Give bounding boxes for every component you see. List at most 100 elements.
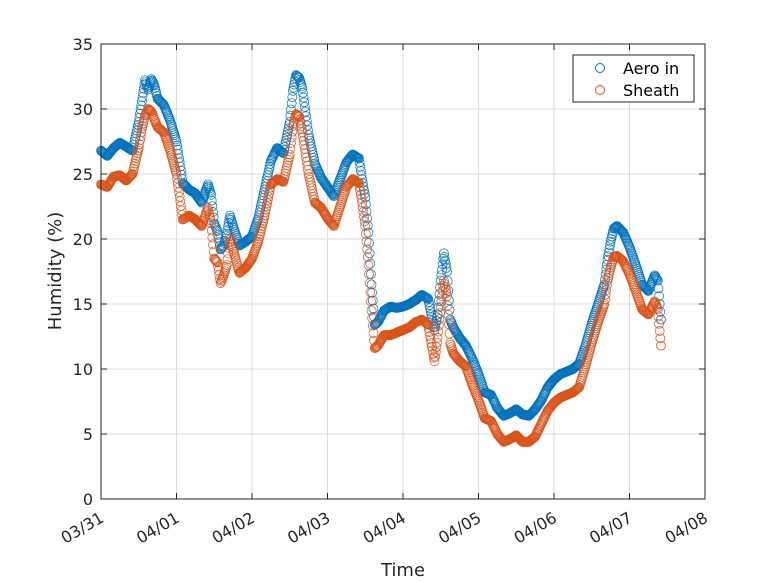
data-point (282, 126, 293, 137)
data-point (211, 255, 222, 266)
data-point (442, 291, 452, 302)
data-point (437, 259, 448, 270)
data-point (293, 71, 303, 82)
data-point (125, 171, 135, 182)
data-point (292, 71, 303, 82)
data-point (355, 161, 366, 172)
data-point (438, 253, 449, 264)
data-point (600, 294, 610, 305)
data-point (433, 320, 444, 331)
data-point (252, 238, 263, 249)
data-point (302, 160, 313, 171)
data-point (137, 92, 148, 102)
data-point (360, 221, 371, 231)
series-sheath (96, 104, 666, 447)
data-point (215, 244, 226, 255)
data-point (173, 149, 184, 159)
data-point (209, 253, 220, 264)
data-point (194, 194, 205, 204)
data-point (212, 226, 223, 237)
data-point (358, 207, 369, 217)
data-point (435, 301, 446, 312)
data-point (281, 135, 291, 146)
data-point (277, 147, 288, 158)
data-point (534, 398, 544, 409)
data-point (428, 349, 439, 359)
data-point (433, 326, 444, 337)
data-point (367, 313, 378, 323)
data-point (432, 337, 442, 348)
data-point (438, 275, 449, 286)
y-tick-label: 0 (83, 490, 93, 509)
data-point (310, 158, 320, 169)
legend-marker-sheath (595, 85, 605, 95)
data-point (466, 351, 476, 361)
data-point (600, 289, 611, 300)
data-point (286, 132, 297, 143)
legend-marker-aero-in (595, 63, 605, 73)
data-point (206, 225, 217, 236)
data-point (286, 98, 297, 109)
data-point (420, 317, 431, 328)
data-point (423, 297, 434, 307)
data-point (203, 206, 214, 216)
data-point (360, 228, 371, 239)
data-point (221, 260, 232, 270)
data-point (619, 230, 630, 241)
data-point (298, 87, 308, 98)
data-point (432, 332, 443, 343)
data-point (212, 257, 223, 268)
data-point (354, 178, 364, 189)
data-point (617, 255, 627, 265)
data-point (443, 310, 454, 320)
data-point (133, 143, 144, 153)
data-point (431, 315, 442, 326)
data-point (359, 216, 370, 227)
data-point (439, 278, 450, 289)
data-point (135, 131, 146, 142)
data-point (172, 144, 183, 155)
data-point (205, 215, 216, 226)
data-point (573, 383, 583, 394)
data-point (208, 239, 218, 250)
data-point (423, 323, 434, 334)
data-point (656, 314, 666, 325)
legend-box (572, 54, 695, 103)
data-point (301, 116, 312, 126)
y-tick-label: 20 (73, 230, 93, 249)
y-tick-label: 25 (73, 165, 93, 184)
data-point (299, 97, 310, 108)
data-point (601, 285, 612, 295)
data-point (124, 172, 135, 183)
data-point (328, 220, 339, 231)
data-point (203, 202, 213, 213)
data-point (302, 120, 313, 131)
data-point (651, 272, 661, 283)
y-tick-label: 30 (73, 100, 93, 119)
data-point (244, 233, 255, 244)
data-point (422, 319, 433, 330)
data-point (651, 273, 662, 284)
data-point (260, 204, 271, 215)
data-point (313, 165, 323, 176)
data-point (655, 333, 666, 344)
data-point (211, 256, 222, 267)
axis-ticks (100, 43, 706, 500)
data-point (326, 187, 337, 198)
data-point (442, 300, 453, 311)
data-point (419, 316, 430, 327)
data-point (262, 198, 273, 209)
data-point (297, 83, 308, 94)
data-point (623, 239, 634, 249)
data-point (206, 218, 217, 229)
data-point (604, 243, 615, 254)
data-point (357, 202, 368, 213)
data-point (363, 227, 374, 238)
data-point (573, 382, 584, 393)
data-point (143, 104, 154, 115)
data-point (148, 78, 159, 88)
x-tick-label: 04/03 (284, 508, 333, 548)
data-point (299, 139, 310, 150)
data-point (204, 212, 215, 223)
